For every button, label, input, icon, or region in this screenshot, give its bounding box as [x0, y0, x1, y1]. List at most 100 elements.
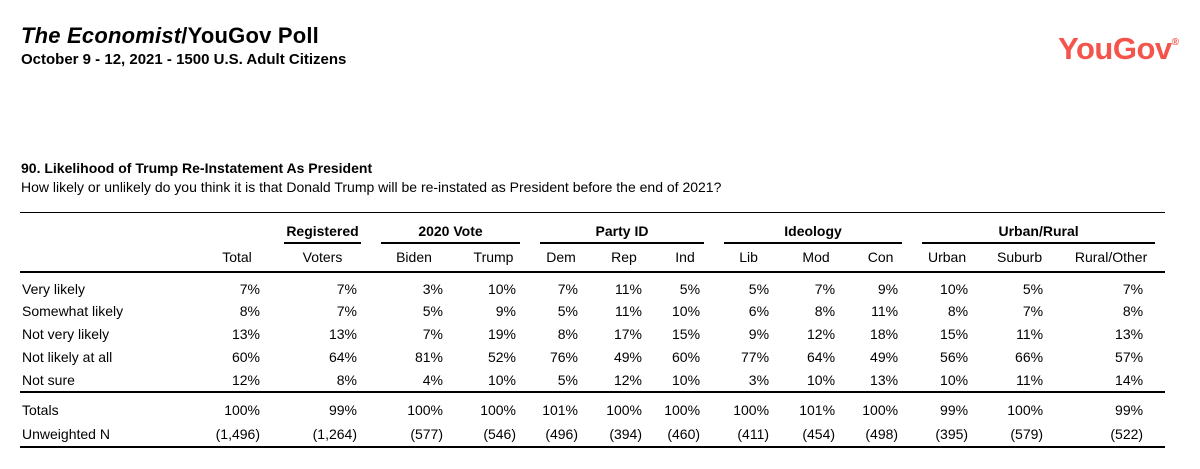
table-cell: 100% — [733, 402, 770, 418]
table-cell: 10% — [807, 371, 836, 388]
table-cell: 12% — [807, 326, 836, 342]
table-row-unweighted-n: Unweighted N (1,496) (1,264) (577) (546)… — [20, 422, 1165, 447]
column-header-row: Total Voters Biden Trump Dem Rep Ind Lib… — [20, 243, 1166, 273]
col-header-ind: Ind — [656, 243, 715, 273]
table-cell: 100% — [664, 402, 701, 418]
group-header-party-id: Party ID — [530, 213, 714, 244]
table-cell: 8% — [336, 371, 357, 388]
yougov-logo: YouGov® — [1058, 31, 1179, 67]
crosstab-wrapper: Registered 2020 Vote Party ID Ideology U… — [20, 212, 1166, 448]
table-cell: 9% — [748, 326, 770, 342]
table-row-somewhat-likely: Somewhat likely 8% 7% 5% 9% 5% 11% 10% 6… — [20, 300, 1165, 323]
table-cell: (1,264) — [312, 425, 357, 442]
table-cell: 5% — [557, 371, 578, 388]
row-label: Not very likely — [22, 326, 110, 342]
col-header-trump: Trump — [457, 243, 530, 273]
title-yougov-poll: /YouGov Poll — [181, 23, 319, 48]
table-row-not-very-likely: Not very likely 13% 13% 7% 19% 8% 17% 15… — [20, 323, 1165, 346]
table-cell: 99% — [1115, 402, 1144, 418]
table-cell: 8% — [239, 303, 260, 319]
table-cell: (394) — [609, 425, 642, 442]
table-cell: 17% — [613, 326, 642, 342]
question-block: 90. Likelihood of Trump Re-Instatement A… — [21, 159, 1171, 197]
row-label: Totals — [22, 402, 59, 418]
table-cell: 5% — [422, 303, 443, 319]
row-label: Unweighted N — [22, 425, 110, 442]
table-cell: 64% — [807, 349, 836, 365]
yougov-logo-text: YouGov — [1058, 31, 1172, 66]
table-cell: 7% — [557, 280, 578, 297]
table-cell: 10% — [940, 371, 969, 388]
table-cell: 12% — [231, 371, 260, 388]
table-cell: (522) — [1110, 425, 1144, 442]
group-header-row: Registered 2020 Vote Party ID Ideology U… — [20, 213, 1165, 244]
table-cell: (411) — [737, 425, 770, 442]
table-cell: 10% — [940, 280, 969, 297]
table-row-totals: Totals 100% 99% 100% 100% 101% 100% 100%… — [20, 392, 1165, 422]
table-cell: 101% — [799, 402, 836, 418]
table-cell: 100% — [224, 402, 260, 418]
table-cell: 10% — [487, 371, 516, 388]
title-economist: The Economist — [21, 23, 182, 48]
col-header-suburb: Suburb — [982, 243, 1058, 273]
row-label: Very likely — [22, 280, 86, 297]
row-label: Not sure — [22, 371, 75, 388]
table-cell: 14% — [1115, 371, 1144, 388]
table-cell: 11% — [871, 303, 899, 319]
table-cell: 8% — [814, 303, 836, 319]
table-cell: 8% — [557, 326, 578, 342]
table-cell: 101% — [542, 402, 578, 418]
crosstab-table: Registered 2020 Vote Party ID Ideology U… — [20, 212, 1166, 448]
table-cell: 99% — [328, 402, 357, 418]
table-cell: 76% — [549, 349, 578, 365]
table-cell: 4% — [422, 371, 443, 388]
table-cell: 9% — [495, 303, 516, 319]
group-header-urban-rural: Urban/Rural — [912, 213, 1165, 244]
table-cell: 3% — [422, 280, 443, 297]
table-cell: 13% — [231, 326, 260, 342]
table-row-not-sure: Not sure 12% 8% 4% 10% 5% 12% 10% 3% 10%… — [20, 369, 1165, 392]
col-header-empty — [20, 243, 200, 273]
col-header-total: Total — [200, 243, 274, 273]
table-cell: 64% — [328, 349, 357, 365]
table-cell: 7% — [1122, 280, 1144, 297]
table-cell: 9% — [877, 280, 899, 297]
table-cell: 56% — [940, 349, 969, 365]
table-cell: 15% — [940, 326, 969, 342]
col-header-urban: Urban — [912, 243, 983, 273]
table-cell: 10% — [672, 303, 701, 319]
table-cell: (579) — [1010, 425, 1044, 442]
table-cell: 11% — [1016, 371, 1044, 388]
table-cell: 77% — [741, 349, 770, 365]
table-cell: 10% — [672, 371, 701, 388]
table-cell: (546) — [483, 425, 516, 442]
table-cell: 66% — [1015, 349, 1044, 365]
table-cell: 5% — [557, 303, 578, 319]
table-cell: 19% — [487, 326, 516, 342]
table-cell: 5% — [1022, 280, 1044, 297]
col-header-biden: Biden — [371, 243, 457, 273]
table-cell: 10% — [487, 280, 516, 297]
table-cell: 100% — [606, 402, 642, 418]
row-label: Somewhat likely — [22, 303, 124, 319]
table-cell: 100% — [1007, 402, 1044, 418]
table-cell: (496) — [545, 425, 578, 442]
col-header-voters: Voters — [274, 243, 371, 273]
table-cell: 5% — [679, 280, 701, 297]
table-cell: 11% — [1016, 326, 1044, 342]
table-cell: (454) — [802, 425, 836, 442]
table-cell: 100% — [480, 402, 516, 418]
col-header-lib: Lib — [714, 243, 784, 273]
table-cell: 13% — [328, 326, 357, 342]
table-cell: 49% — [870, 349, 899, 365]
col-header-rep: Rep — [592, 243, 656, 273]
table-cell: 52% — [487, 349, 516, 365]
table-cell: 18% — [870, 326, 899, 342]
col-header-mod: Mod — [783, 243, 850, 273]
table-cell: 7% — [814, 280, 836, 297]
table-cell: (498) — [865, 425, 899, 442]
table-cell: 100% — [862, 402, 899, 418]
table-cell: 49% — [613, 349, 642, 365]
table-cell: 11% — [615, 303, 642, 319]
group-header-empty — [20, 213, 274, 244]
